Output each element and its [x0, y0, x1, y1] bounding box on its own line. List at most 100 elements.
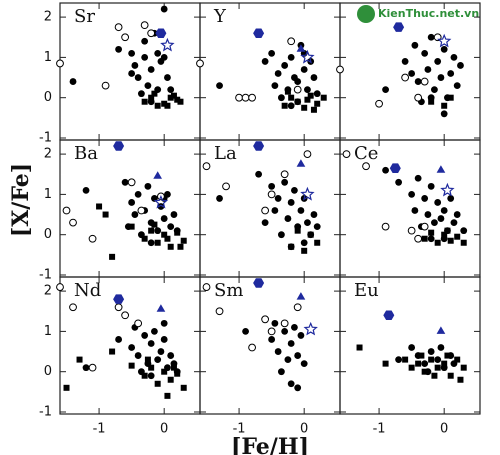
filled-point	[310, 74, 318, 81]
square-point	[281, 102, 288, 109]
open-point	[235, 93, 243, 102]
open-point	[56, 59, 64, 68]
filled-point	[447, 195, 455, 202]
open-point	[88, 363, 97, 372]
y-tick-label: 2	[44, 284, 52, 299]
x-tick-label: 0	[300, 422, 308, 437]
square-point	[151, 90, 158, 97]
watermark-logo	[357, 5, 375, 23]
y-tick-label: 0	[44, 90, 52, 105]
panel-label: Sr	[74, 6, 95, 27]
square-point	[307, 92, 314, 99]
filled-point	[434, 58, 442, 65]
filled-point	[414, 174, 422, 182]
x-tick-label: 0	[160, 422, 168, 437]
open-point	[56, 283, 64, 291]
panel-label: Y	[213, 6, 227, 27]
filled-point	[277, 368, 285, 376]
open-point	[267, 327, 276, 336]
filled-point	[401, 58, 409, 65]
square-point	[144, 356, 151, 363]
square-point	[428, 229, 435, 236]
open-point	[101, 81, 110, 90]
star-point	[303, 321, 318, 336]
open-point	[248, 93, 256, 102]
filled-point	[115, 336, 123, 343]
open-point	[293, 303, 302, 312]
star-point	[153, 194, 169, 209]
open-point	[62, 206, 71, 215]
hexagon-point	[389, 163, 401, 173]
filled-point	[147, 239, 155, 247]
filled-point	[147, 66, 155, 73]
filled-point	[128, 70, 136, 77]
square-point	[320, 94, 327, 101]
filled-point	[128, 199, 136, 206]
square-point	[174, 370, 181, 377]
square-point	[444, 227, 451, 234]
filled-point	[160, 215, 168, 222]
open-point	[114, 303, 123, 312]
square-point	[447, 372, 454, 379]
square-point	[167, 243, 174, 250]
x-axis-label: [Fe/H]	[231, 434, 309, 455]
square-point	[174, 96, 181, 103]
open-point	[280, 170, 289, 179]
square-point	[444, 352, 451, 359]
filled-point	[167, 223, 175, 231]
open-point	[420, 222, 429, 231]
filled-point	[281, 327, 289, 335]
filled-point	[82, 186, 90, 194]
square-point	[310, 106, 317, 113]
triangle-point	[436, 326, 446, 334]
filled-point	[447, 70, 455, 77]
open-point	[248, 343, 256, 352]
filled-point	[427, 33, 435, 41]
square-point	[177, 98, 184, 105]
open-point	[414, 234, 423, 243]
square-point	[288, 243, 295, 250]
filled-point	[440, 45, 448, 53]
filled-point	[160, 336, 168, 343]
open-point	[280, 319, 289, 328]
filled-point	[291, 186, 298, 194]
square-point	[141, 235, 148, 242]
filled-point	[421, 195, 429, 202]
square-point	[434, 364, 441, 371]
square-point	[418, 352, 425, 359]
square-point	[314, 239, 321, 246]
filled-point	[440, 110, 448, 118]
filled-point	[151, 327, 158, 335]
filled-point	[160, 319, 168, 327]
square-point	[167, 376, 174, 383]
open-point	[137, 206, 146, 215]
square-point	[161, 368, 168, 375]
filled-point	[313, 90, 321, 98]
triangle-point	[436, 165, 446, 173]
filled-point	[216, 195, 223, 202]
filled-point	[274, 348, 282, 355]
square-point	[148, 227, 155, 234]
filled-point	[411, 41, 419, 49]
filled-point	[287, 340, 295, 347]
filled-point	[164, 74, 171, 81]
square-point	[454, 356, 461, 363]
square-point	[161, 100, 168, 107]
square-point	[154, 239, 161, 246]
filled-point	[291, 323, 298, 331]
open-point	[414, 93, 423, 102]
filled-point	[300, 66, 308, 73]
y-tick-label: 1	[44, 187, 52, 202]
square-point	[141, 372, 148, 379]
square-point	[382, 360, 389, 367]
filled-point	[271, 319, 279, 327]
square-point	[301, 104, 308, 111]
square-point	[428, 98, 435, 105]
filled-point	[154, 227, 162, 235]
square-point	[148, 94, 155, 101]
square-point	[174, 229, 181, 236]
square-point	[421, 235, 428, 242]
square-point	[356, 344, 363, 351]
hexagon-point	[113, 294, 125, 304]
filled-point	[411, 207, 419, 214]
